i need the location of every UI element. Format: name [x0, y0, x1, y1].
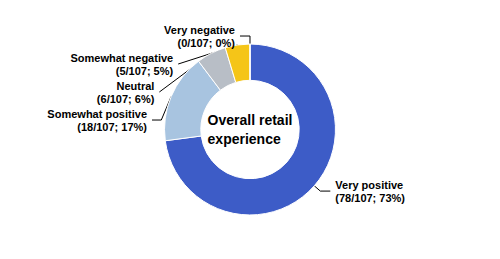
svg-text:(5/107; 5%): (5/107; 5%): [116, 65, 174, 77]
svg-text:Somewhat positive: Somewhat positive: [47, 108, 147, 120]
svg-text:(0/107; 0%): (0/107; 0%): [178, 37, 236, 49]
svg-text:(6/107; 6%): (6/107; 6%): [97, 93, 155, 105]
svg-text:(78/107; 73%): (78/107; 73%): [335, 192, 405, 204]
svg-text:Neutral: Neutral: [116, 80, 154, 92]
svg-text:experience: experience: [208, 131, 281, 147]
svg-text:Very negative: Very negative: [164, 24, 235, 36]
svg-text:Overall retail: Overall retail: [208, 112, 293, 128]
svg-text:(18/107; 17%): (18/107; 17%): [77, 121, 147, 133]
svg-text:Very positive: Very positive: [335, 179, 403, 191]
svg-text:Somewhat negative: Somewhat negative: [70, 52, 173, 64]
